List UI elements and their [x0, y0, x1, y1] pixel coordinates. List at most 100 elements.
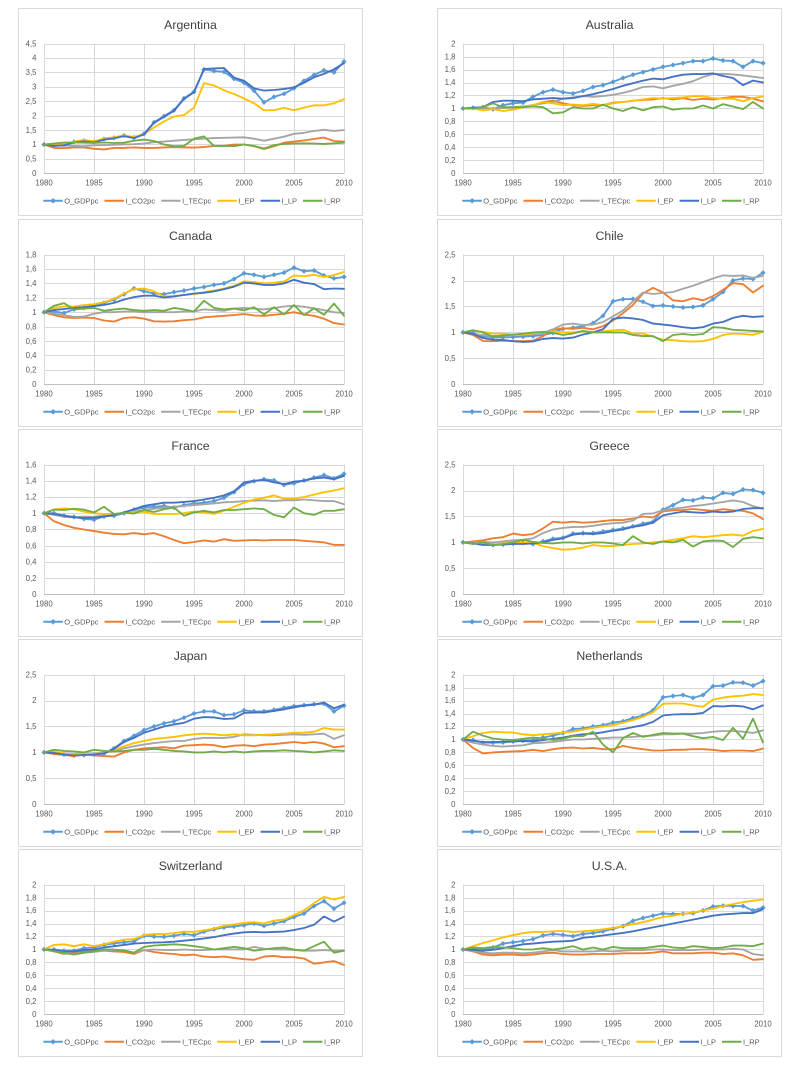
svg-text:I_EP: I_EP: [238, 196, 254, 205]
svg-text:1995: 1995: [185, 599, 203, 608]
svg-text:I_LP: I_LP: [282, 1038, 297, 1047]
svg-text:0,8: 0,8: [445, 117, 456, 126]
svg-text:I_RP: I_RP: [743, 196, 760, 205]
svg-text:1,5: 1,5: [445, 512, 457, 521]
svg-text:2: 2: [451, 39, 455, 48]
svg-text:I_EP: I_EP: [238, 407, 254, 416]
svg-text:Chile: Chile: [595, 228, 623, 242]
svg-text:2000: 2000: [235, 389, 253, 398]
svg-text:2: 2: [451, 670, 455, 679]
svg-text:2010: 2010: [335, 389, 353, 398]
svg-text:1985: 1985: [504, 599, 522, 608]
svg-text:1,8: 1,8: [445, 52, 456, 61]
svg-text:1980: 1980: [35, 178, 53, 187]
svg-text:O_GDPpc: O_GDPpc: [483, 828, 517, 837]
svg-text:I_CO2pc: I_CO2pc: [126, 828, 156, 837]
svg-text:I_LP: I_LP: [701, 828, 716, 837]
svg-text:O_GDPpc: O_GDPpc: [64, 1038, 98, 1047]
svg-text:0,5: 0,5: [445, 354, 457, 363]
svg-text:1,5: 1,5: [26, 722, 38, 731]
svg-text:1,8: 1,8: [26, 894, 37, 903]
svg-text:1985: 1985: [85, 599, 103, 608]
svg-text:O_GDPpc: O_GDPpc: [483, 407, 517, 416]
svg-text:0,5: 0,5: [26, 155, 38, 164]
svg-text:0,8: 0,8: [26, 958, 37, 967]
svg-text:1980: 1980: [35, 389, 53, 398]
svg-text:0,5: 0,5: [26, 774, 38, 783]
svg-text:0,6: 0,6: [445, 971, 456, 980]
svg-text:I_EP: I_EP: [238, 828, 254, 837]
svg-text:2000: 2000: [235, 809, 253, 818]
svg-text:1,4: 1,4: [26, 920, 38, 929]
svg-text:1995: 1995: [185, 1020, 203, 1029]
svg-text:I_LP: I_LP: [282, 196, 297, 205]
svg-text:1: 1: [451, 104, 455, 113]
svg-text:I_CO2pc: I_CO2pc: [126, 617, 156, 626]
svg-text:1995: 1995: [604, 599, 622, 608]
svg-text:0,4: 0,4: [445, 774, 457, 783]
svg-text:1: 1: [32, 946, 36, 955]
svg-text:I_CO2pc: I_CO2pc: [545, 617, 575, 626]
svg-text:1995: 1995: [604, 809, 622, 818]
svg-text:O_GDPpc: O_GDPpc: [64, 617, 98, 626]
svg-text:1,5: 1,5: [445, 302, 457, 311]
svg-text:2000: 2000: [654, 1020, 672, 1029]
svg-text:I_TECpc: I_TECpc: [601, 828, 630, 837]
svg-text:0,6: 0,6: [26, 971, 37, 980]
svg-text:1990: 1990: [135, 809, 153, 818]
svg-text:1980: 1980: [454, 599, 472, 608]
svg-text:1: 1: [451, 538, 455, 547]
svg-text:I_RP: I_RP: [324, 196, 341, 205]
svg-text:2000: 2000: [654, 599, 672, 608]
svg-text:1: 1: [32, 509, 36, 518]
svg-text:1995: 1995: [185, 178, 203, 187]
svg-text:1990: 1990: [135, 599, 153, 608]
svg-text:2000: 2000: [235, 599, 253, 608]
svg-text:0,2: 0,2: [445, 787, 456, 796]
svg-text:1,2: 1,2: [445, 722, 456, 731]
svg-text:0,4: 0,4: [445, 143, 457, 152]
svg-text:O_GDPpc: O_GDPpc: [483, 1038, 517, 1047]
svg-text:1,6: 1,6: [445, 696, 456, 705]
svg-text:1990: 1990: [554, 389, 572, 398]
svg-text:Australia: Australia: [586, 18, 634, 32]
svg-text:0,8: 0,8: [26, 525, 37, 534]
svg-text:0,4: 0,4: [26, 557, 38, 566]
svg-text:0,2: 0,2: [445, 156, 456, 165]
svg-text:2005: 2005: [285, 178, 303, 187]
svg-text:0,2: 0,2: [26, 365, 37, 374]
svg-text:I_CO2pc: I_CO2pc: [126, 196, 156, 205]
svg-text:2010: 2010: [335, 809, 353, 818]
svg-text:2010: 2010: [754, 389, 772, 398]
svg-text:I_RP: I_RP: [743, 617, 760, 626]
svg-text:0,8: 0,8: [26, 322, 37, 331]
svg-text:1,8: 1,8: [445, 683, 456, 692]
svg-text:O_GDPpc: O_GDPpc: [64, 196, 98, 205]
svg-text:1980: 1980: [454, 1020, 472, 1029]
svg-text:I_TECpc: I_TECpc: [182, 407, 211, 416]
svg-text:2: 2: [451, 276, 455, 285]
svg-text:I_EP: I_EP: [657, 1038, 673, 1047]
svg-text:0: 0: [32, 590, 37, 599]
svg-text:2005: 2005: [704, 178, 722, 187]
svg-text:I_CO2pc: I_CO2pc: [126, 407, 156, 416]
svg-text:1990: 1990: [554, 1020, 572, 1029]
svg-text:1980: 1980: [35, 599, 53, 608]
svg-text:0,4: 0,4: [26, 984, 38, 993]
svg-text:1,6: 1,6: [26, 460, 37, 469]
svg-text:1985: 1985: [85, 389, 103, 398]
svg-text:I_EP: I_EP: [657, 617, 673, 626]
svg-text:3,5: 3,5: [26, 68, 38, 77]
svg-text:0,8: 0,8: [445, 958, 456, 967]
svg-text:I_LP: I_LP: [701, 196, 716, 205]
svg-text:0: 0: [451, 800, 456, 809]
svg-text:2010: 2010: [754, 809, 772, 818]
svg-text:2005: 2005: [285, 599, 303, 608]
svg-text:1,2: 1,2: [445, 933, 456, 942]
svg-text:1,8: 1,8: [26, 250, 37, 259]
svg-text:2010: 2010: [335, 178, 353, 187]
svg-text:I_EP: I_EP: [238, 1038, 254, 1047]
svg-text:O_GDPpc: O_GDPpc: [64, 407, 98, 416]
svg-text:0: 0: [451, 380, 456, 389]
svg-text:I_CO2pc: I_CO2pc: [545, 407, 575, 416]
